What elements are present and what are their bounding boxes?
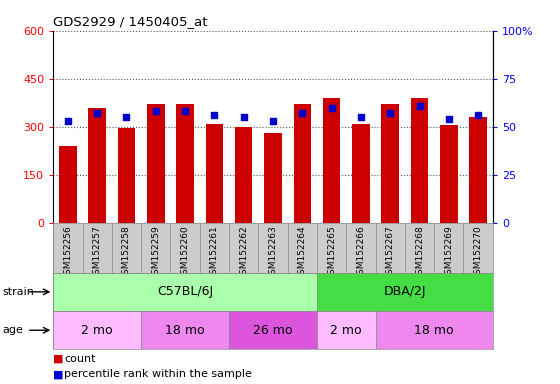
Bar — [118, 128, 136, 223]
Point — [122, 114, 131, 120]
Text: strain: strain — [3, 287, 35, 297]
Point — [474, 112, 483, 118]
Text: GSM152256: GSM152256 — [63, 225, 72, 280]
Text: GSM152264: GSM152264 — [298, 225, 307, 280]
Text: GSM152267: GSM152267 — [386, 225, 395, 280]
Text: GSM152257: GSM152257 — [92, 225, 102, 280]
Text: count: count — [64, 354, 96, 364]
Text: DBA/2J: DBA/2J — [384, 285, 426, 298]
Bar — [147, 104, 165, 223]
Bar — [317, 311, 376, 349]
Text: GSM152269: GSM152269 — [444, 225, 454, 280]
Text: GSM152261: GSM152261 — [210, 225, 219, 280]
Text: ■: ■ — [53, 354, 64, 364]
Point — [180, 108, 189, 114]
Point — [239, 114, 248, 120]
Bar — [88, 108, 106, 223]
Text: 18 mo: 18 mo — [414, 324, 454, 337]
Bar — [229, 311, 317, 349]
Text: GSM152265: GSM152265 — [327, 225, 336, 280]
Point — [298, 110, 307, 116]
Bar — [293, 104, 311, 223]
Point — [327, 104, 336, 111]
Text: C57BL/6J: C57BL/6J — [157, 285, 213, 298]
Bar — [53, 311, 141, 349]
Text: 2 mo: 2 mo — [81, 324, 113, 337]
Text: GSM152258: GSM152258 — [122, 225, 131, 280]
Bar — [235, 127, 253, 223]
Point — [93, 110, 102, 116]
Bar — [141, 311, 229, 349]
Bar — [469, 117, 487, 223]
Bar — [352, 124, 370, 223]
Text: GSM152260: GSM152260 — [180, 225, 190, 280]
Point — [356, 114, 365, 120]
Bar — [53, 273, 317, 311]
Text: GSM152268: GSM152268 — [415, 225, 424, 280]
Text: GSM152259: GSM152259 — [151, 225, 160, 280]
Text: GSM152263: GSM152263 — [268, 225, 278, 280]
Point — [445, 116, 454, 122]
Bar — [440, 125, 458, 223]
Text: ■: ■ — [53, 369, 64, 379]
Point — [151, 108, 160, 114]
Bar — [410, 98, 428, 223]
Point — [210, 112, 219, 118]
Point — [415, 103, 424, 109]
Text: percentile rank within the sample: percentile rank within the sample — [64, 369, 252, 379]
Bar — [323, 98, 340, 223]
Text: GDS2929 / 1450405_at: GDS2929 / 1450405_at — [53, 15, 208, 28]
Text: GSM152270: GSM152270 — [474, 225, 483, 280]
Text: 2 mo: 2 mo — [330, 324, 362, 337]
Point — [63, 118, 72, 124]
Bar — [317, 273, 493, 311]
Bar — [176, 104, 194, 223]
Text: 26 mo: 26 mo — [253, 324, 293, 337]
Text: GSM152262: GSM152262 — [239, 225, 248, 280]
Text: GSM152266: GSM152266 — [356, 225, 366, 280]
Bar — [376, 311, 493, 349]
Bar — [264, 133, 282, 223]
Point — [386, 110, 395, 116]
Text: 18 mo: 18 mo — [165, 324, 205, 337]
Text: age: age — [3, 325, 24, 335]
Bar — [206, 124, 223, 223]
Bar — [381, 104, 399, 223]
Bar — [59, 146, 77, 223]
Point — [269, 118, 278, 124]
